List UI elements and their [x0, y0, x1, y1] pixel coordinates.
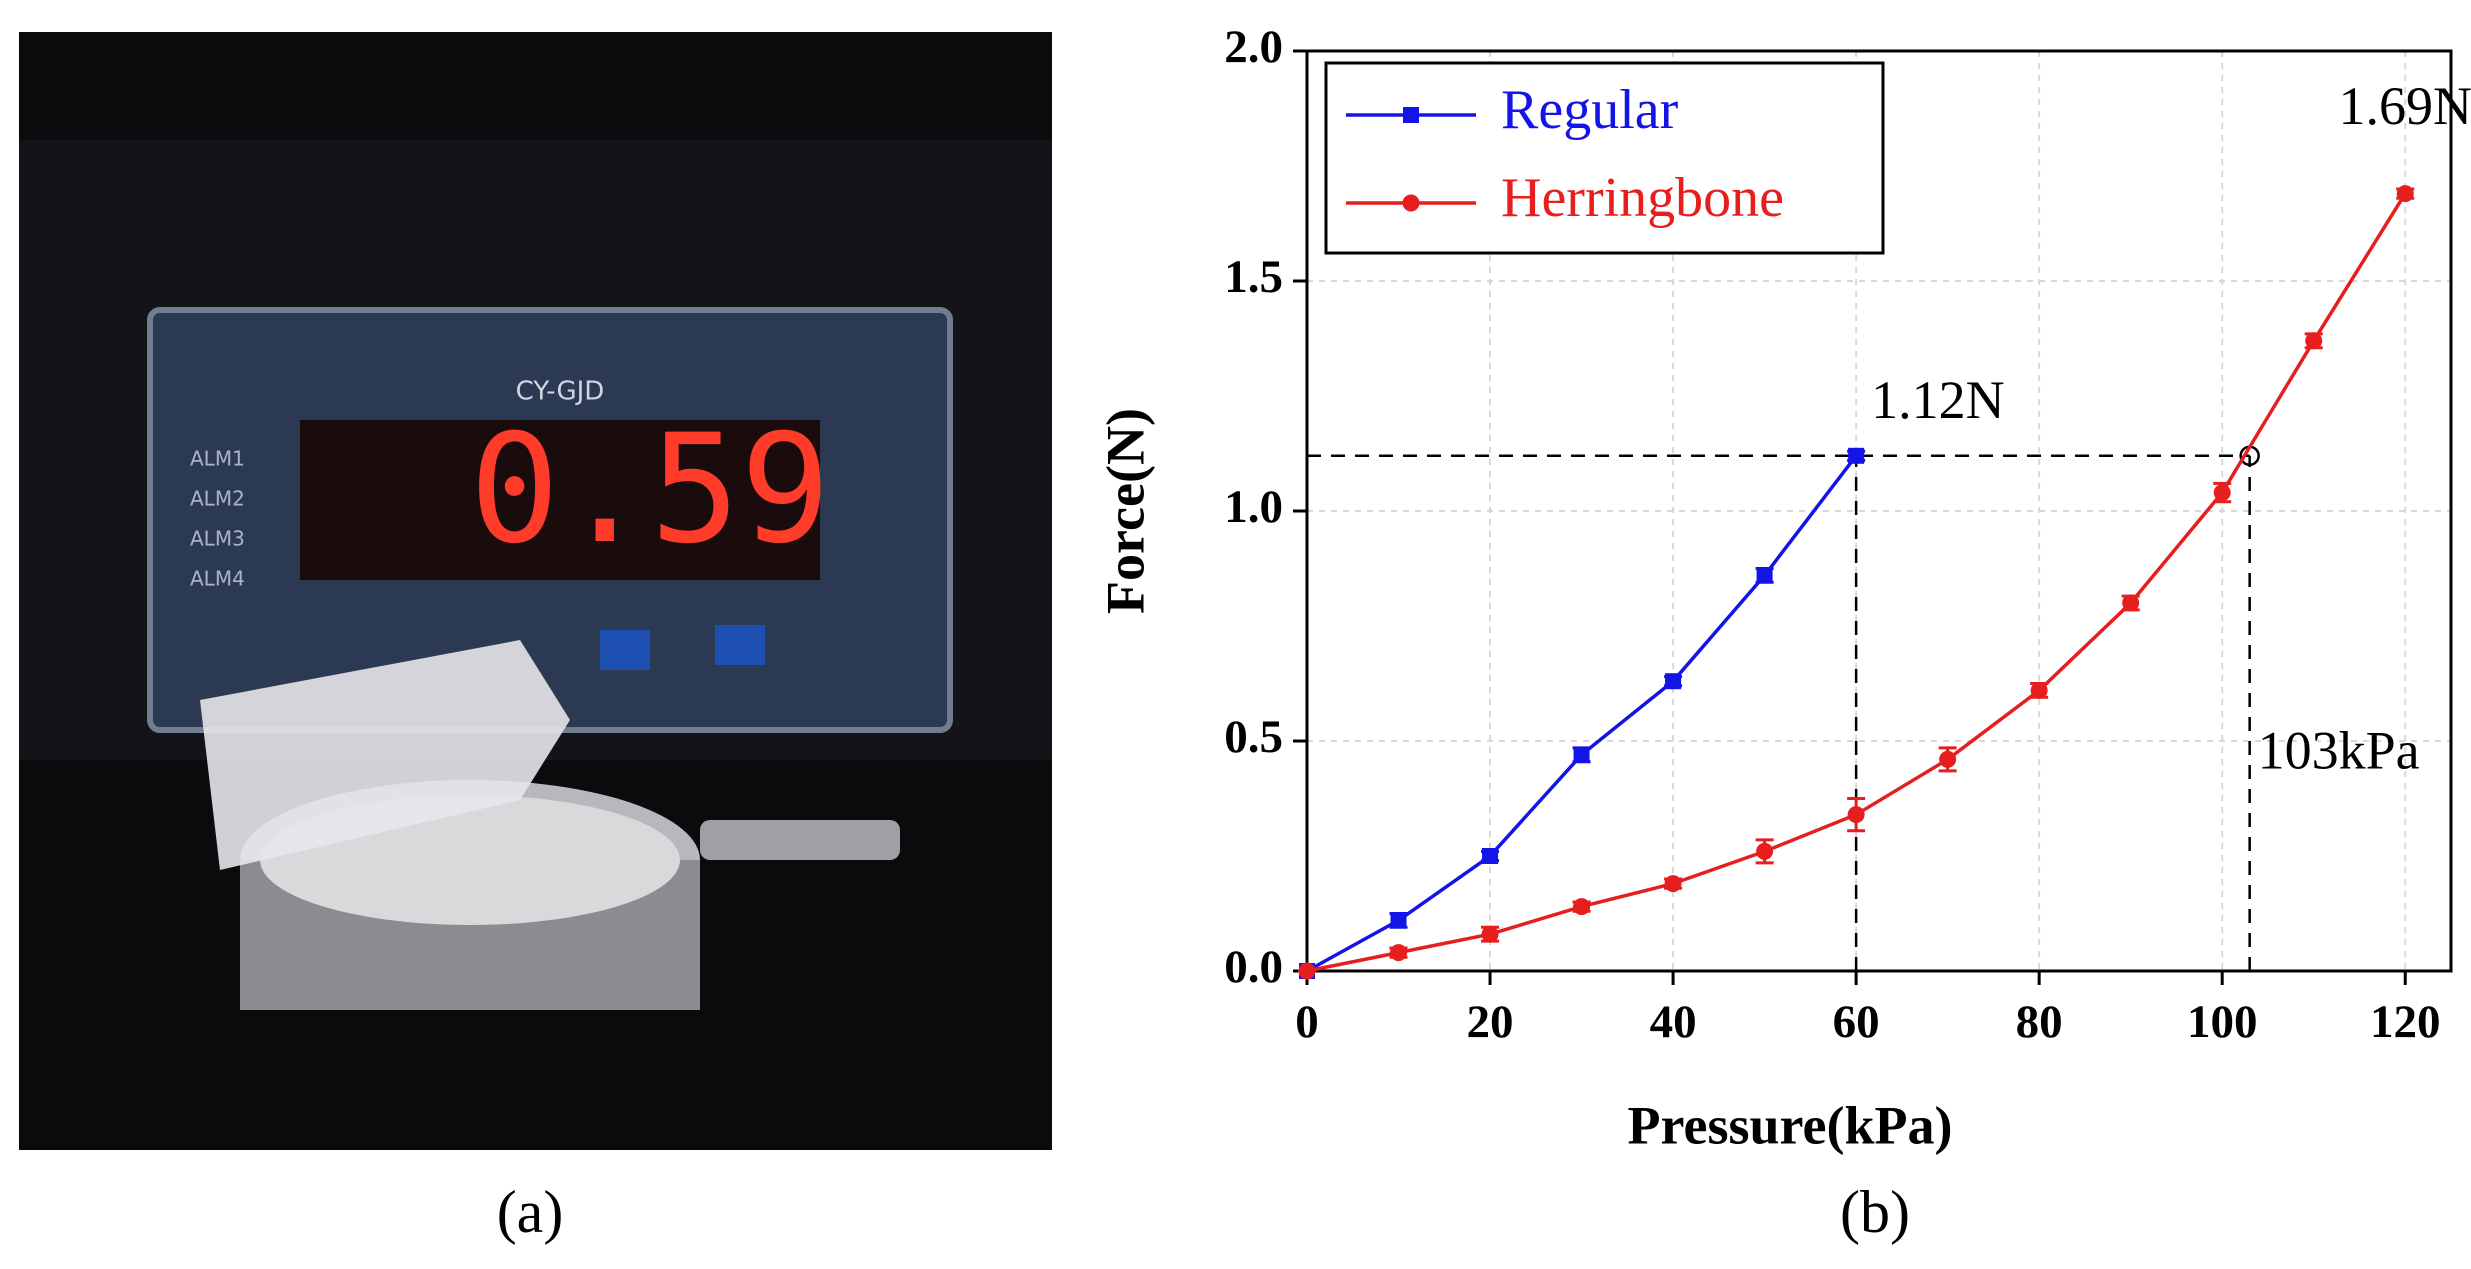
series-line: [1306, 454, 1858, 973]
annotation: 1.12N: [1871, 370, 2005, 430]
data-point: [1664, 875, 1682, 893]
data-point: [1390, 912, 1407, 929]
cable-connector: [700, 820, 900, 860]
button-up: [600, 630, 650, 670]
legend-label: Herringbone: [1501, 167, 1784, 229]
y-tick-label: 0.5: [1224, 711, 1283, 763]
caption: (b): [1840, 1179, 1910, 1245]
alarm-labels: ALM1 ALM2 ALM3 ALM4: [190, 447, 245, 591]
gripper: [200, 640, 570, 870]
y-tick-label: 2.0: [1224, 21, 1283, 73]
data-point: [2213, 484, 2231, 502]
data-point: [1756, 842, 1774, 860]
data-point: [1390, 944, 1408, 962]
alarm-label: ALM3: [190, 527, 245, 551]
caption: (a): [497, 1179, 564, 1245]
data-point: [1665, 673, 1682, 690]
x-tick-label: 0: [1295, 996, 1319, 1048]
data-point: [1482, 848, 1499, 864]
y-tick-label: 1.0: [1224, 481, 1283, 533]
data-point: [1939, 750, 1957, 768]
display-reading: 0.59: [469, 403, 830, 577]
x-tick-label: 20: [1467, 996, 1514, 1048]
data-point: [1573, 746, 1590, 763]
button-down: [715, 625, 765, 665]
data-point: [1573, 898, 1591, 916]
legend: Regular Herringbone: [1324, 61, 1885, 255]
x-tick-label: 40: [1650, 996, 1697, 1048]
y-axis-label: Force(N): [1095, 408, 1155, 614]
legend-box: [1324, 61, 1885, 255]
alarm-label: ALM4: [190, 567, 245, 591]
legend-marker: [1402, 194, 1420, 212]
legend-label: Regular: [1501, 79, 1679, 141]
plot-frame: [1305, 49, 2453, 973]
data-point: [2396, 185, 2414, 203]
data-point: [1847, 806, 1865, 824]
x-tick-label: 60: [1833, 996, 1880, 1048]
x-tick-label: 120: [2370, 996, 2441, 1048]
display-window: [300, 420, 820, 580]
y-tick-label: 0.0: [1224, 941, 1283, 993]
photo: CY-GJD 0.59 ALM1 ALM2 ALM3 ALM4 (a): [19, 32, 1052, 1245]
x-tick-label: 80: [2016, 996, 2063, 1048]
data-point: [1481, 925, 1499, 943]
legend-marker: [1403, 107, 1419, 123]
annotation: 1.69N: [2338, 76, 2471, 136]
x-axis-label: Pressure(kPa): [1628, 1095, 1953, 1155]
data-point: [2030, 681, 2048, 699]
data-point: [1848, 447, 1865, 464]
data-point: [2122, 594, 2140, 612]
panel-text: CY-GJD: [516, 377, 605, 407]
alarm-label: ALM1: [190, 447, 245, 471]
annotation: 103kPa: [2258, 721, 2420, 781]
x-tick-label: 100: [2187, 996, 2258, 1048]
data-point: [2305, 332, 2323, 350]
data-point: [1756, 567, 1773, 584]
data-point: [1298, 962, 1316, 980]
y-tick-label: 1.5: [1224, 251, 1283, 303]
alarm-label: ALM2: [190, 487, 245, 511]
